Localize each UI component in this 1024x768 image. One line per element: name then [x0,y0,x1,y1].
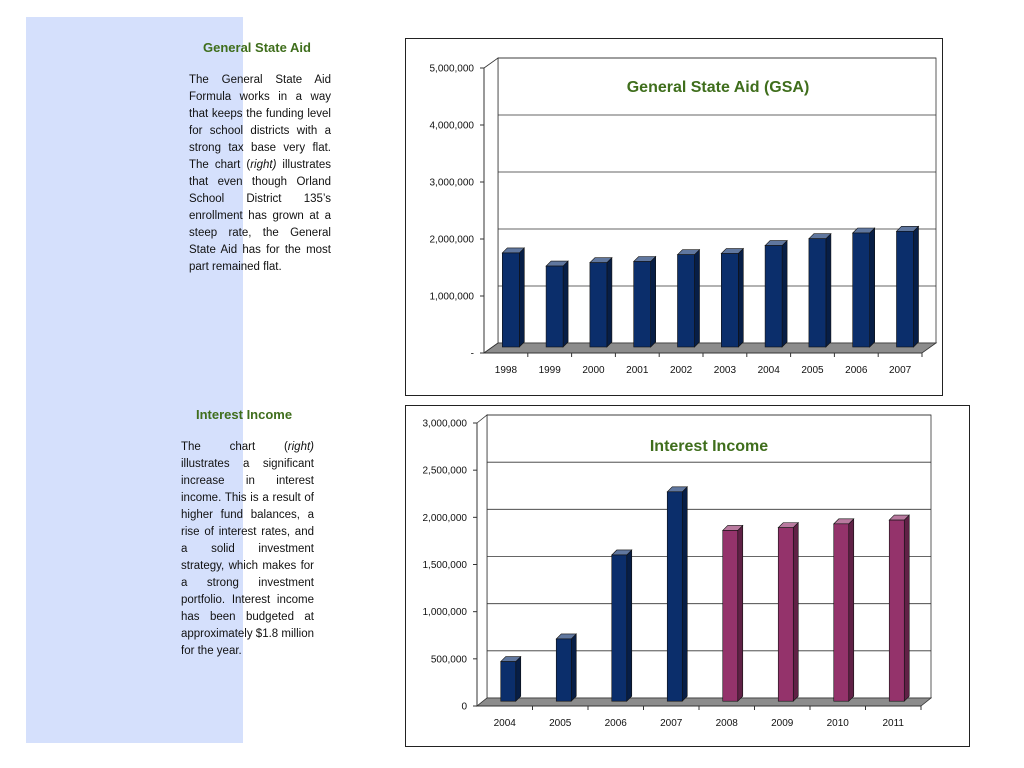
x-tick-label: 1999 [539,365,562,376]
bar [833,523,850,702]
bar-side [825,232,832,348]
y-tick-label: - [471,349,474,360]
bar-side [626,549,633,702]
chart-title: Interest Income [650,438,768,455]
text-run: The General State Aid Formula works in a… [189,74,331,171]
x-tick-label: 2004 [758,365,781,376]
gsa-description: The General State Aid Formula works in a… [189,72,331,276]
bar-side [650,255,656,348]
plot-side-wall [476,414,488,707]
bar [545,265,564,348]
text-run: right) [250,159,277,171]
plot-side-wall [483,57,499,354]
y-tick-label: 500,000 [431,654,468,665]
x-tick-label: 2006 [605,718,628,729]
x-tick-label: 2010 [827,718,850,729]
gsa-section-title: General State Aid [203,40,311,55]
bar [666,491,683,702]
bar [555,638,572,702]
y-tick-label: 1,000,000 [423,607,468,618]
bar [777,527,794,702]
gsa-chart: - 1,000,000 2,000,000 3,000,000 4,000,000 5,0… [405,38,943,396]
bar [611,554,628,702]
sidebar-panel [26,17,243,743]
text-run: right) [287,441,314,453]
bar-side [515,655,522,702]
bar [502,252,520,348]
text-run: illustrates a significant increase in in… [181,458,314,657]
x-tick-label: 1998 [495,365,518,376]
bar-side [737,247,744,348]
interest-income-chart-svg: 0 500,000 1,000,000 1,500,000 2,000,000 2,500… [423,414,933,729]
bar [764,245,783,348]
bar [677,254,695,348]
text-run: illustrates that even though Orland Scho… [189,159,331,273]
bar-side [570,633,577,702]
x-tick-label: 2002 [670,365,693,376]
bar-side [903,514,910,702]
bar-side [848,518,855,702]
y-tick-label: 1,500,000 [423,560,468,571]
y-tick-label: 3,000,000 [430,178,475,189]
bar [896,230,914,348]
bar-side [606,256,613,348]
bar-side [781,239,788,348]
bar [888,519,905,702]
y-tick-label: 2,000,000 [430,235,475,246]
x-tick-label: 2000 [582,365,605,376]
x-tick-label: 2005 [549,718,572,729]
gsa-chart-svg: - 1,000,000 2,000,000 3,000,000 4,000,000 5,0… [430,57,938,376]
bar [852,232,871,348]
y-tick-label: 2,500,000 [423,466,468,477]
x-tick-label: 2009 [771,718,794,729]
bar-side [694,248,700,348]
bar-side [562,260,569,348]
interest-section-title: Interest Income [196,407,293,422]
y-tick-label: 5,000,000 [430,64,475,75]
bar [720,253,739,348]
x-tick-label: 2005 [801,365,824,376]
bar [589,262,608,348]
y-tick-label: 4,000,000 [430,121,475,132]
bar [500,661,517,702]
bar-side [913,225,919,348]
text-run: The chart ( [181,441,288,453]
y-tick-label: 0 [461,702,467,713]
x-tick-label: 2007 [660,718,683,729]
plot-floor [475,697,933,707]
bar-side [792,521,799,702]
bar [722,530,739,702]
interest-income-chart: 0 500,000 1,000,000 1,500,000 2,000,000 2,500… [405,405,970,747]
x-tick-label: 2006 [845,365,868,376]
y-tick-label: 1,000,000 [430,292,475,303]
bar [808,238,827,348]
bar [633,261,651,348]
bar-side [681,486,688,702]
x-tick-label: 2008 [716,718,739,729]
y-tick-label: 3,000,000 [423,419,468,430]
x-tick-label: 2007 [889,365,912,376]
y-tick-label: 2,000,000 [423,513,468,524]
bar-side [869,227,876,348]
chart-title: General State Aid (GSA) [627,79,810,96]
interest-description: The chart (right) illustrates a signific… [181,439,314,660]
bar-side [737,524,744,702]
x-tick-label: 2011 [882,718,904,729]
x-tick-label: 2003 [714,365,737,376]
x-tick-label: 2001 [626,365,649,376]
x-tick-label: 2004 [494,718,517,729]
bar-side [519,247,525,348]
